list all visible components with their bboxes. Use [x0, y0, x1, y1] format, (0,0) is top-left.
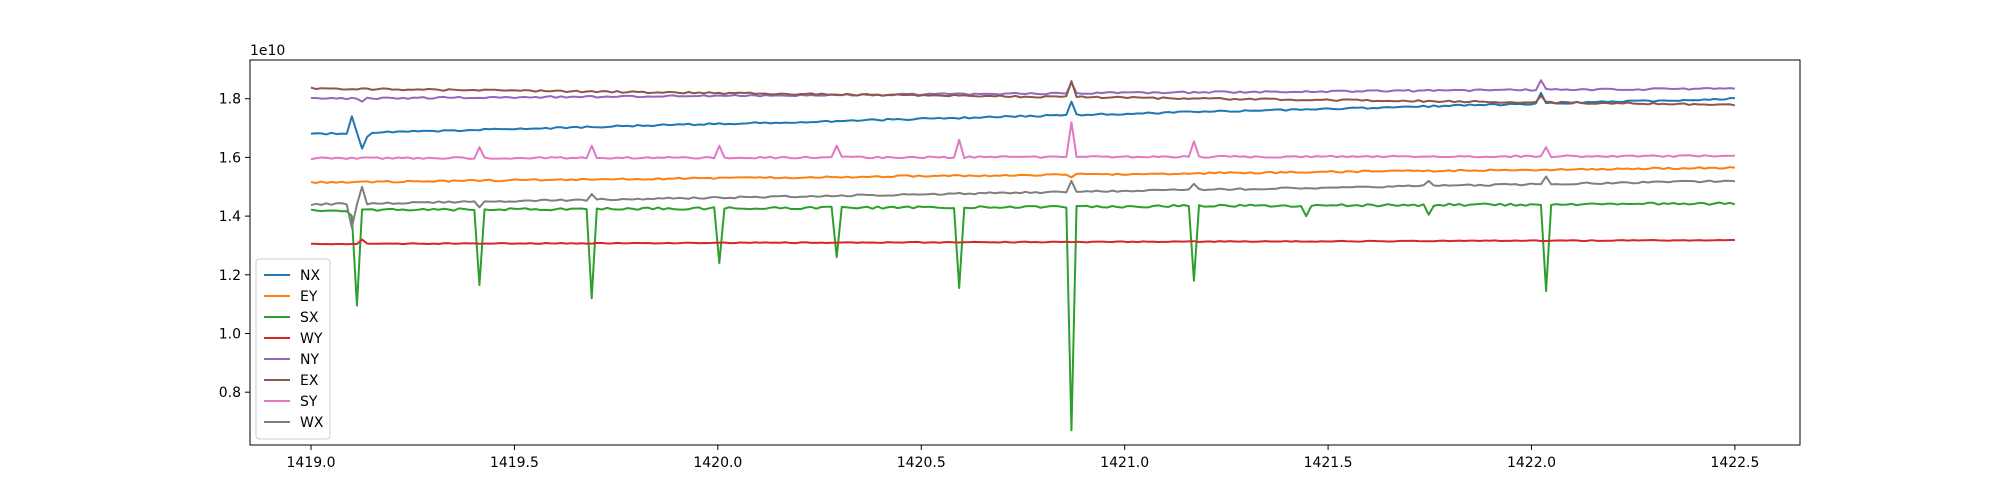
series-line-wy: [310, 238, 1735, 246]
series-line-sy: [310, 121, 1735, 161]
legend-label-sx: SX: [300, 310, 319, 326]
series-line-ny: [311, 79, 1736, 103]
x-tick-label: 1420.5: [897, 455, 946, 471]
series-line-ey: [310, 166, 1736, 185]
x-tick-label: 1422.0: [1507, 455, 1556, 471]
series-line-wx: [310, 175, 1735, 229]
x-tick-label: 1421.5: [1304, 455, 1353, 471]
y-tick-label: 1.8: [219, 92, 241, 108]
legend-label-wy: WY: [300, 331, 323, 347]
legend-label-nx: NX: [300, 268, 320, 284]
x-tick-label: 1420.0: [693, 455, 742, 471]
y-tick-label: 1.4: [219, 209, 241, 225]
y-axis: 0.8 1.0 1.2 1.4 1.6 1.8: [219, 92, 250, 401]
legend-label-sy: SY: [300, 394, 318, 410]
x-tick-label: 1422.5: [1710, 455, 1759, 471]
legend-label-ey: EY: [300, 289, 318, 305]
legend-label-wx: WX: [300, 415, 324, 431]
legend-label-ex: EX: [300, 373, 319, 389]
series-line-nx: [310, 91, 1735, 150]
x-axis: 1419.0 1419.5 1420.0 1420.5 1421.0 1421.5 1422…: [287, 445, 1759, 471]
plot-lines: [310, 79, 1736, 432]
legend-frame: [255, 258, 331, 440]
y-tick-label: 1.6: [219, 150, 241, 166]
legend-label-ny: NY: [300, 352, 319, 368]
y-tick-label: 0.8: [219, 385, 241, 401]
axes-frame: [249, 59, 1801, 446]
x-tick-label: 1421.0: [1100, 455, 1149, 471]
series-line-ex: [310, 80, 1736, 107]
y-tick-label: 1.2: [219, 268, 241, 284]
y-tick-label: 1.0: [219, 326, 241, 342]
x-tick-label: 1419.0: [287, 455, 336, 471]
x-tick-label: 1419.5: [490, 455, 539, 471]
series-line-sx: [310, 201, 1736, 432]
legend: NX EY SX WY NY EX SY WX: [255, 258, 331, 440]
y-axis-offset-text: 1e10: [250, 43, 285, 59]
